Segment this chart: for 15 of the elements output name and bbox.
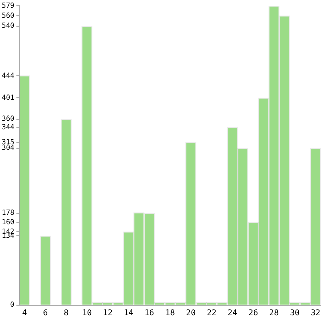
x-tick-label: 30 bbox=[290, 308, 300, 318]
x-tick-label: 4 bbox=[22, 308, 28, 318]
x-tick-label: 20 bbox=[186, 308, 196, 318]
x-tick-label: 8 bbox=[64, 308, 69, 318]
x-tick-label: 16 bbox=[144, 308, 155, 318]
x-tick-label: 18 bbox=[166, 308, 176, 318]
x-tick-label: 26 bbox=[248, 308, 258, 318]
x-tick-label: 22 bbox=[207, 308, 217, 318]
x-tick-label: 24 bbox=[228, 308, 238, 318]
x-tick-label: 10 bbox=[82, 308, 92, 318]
x-tick-label: 28 bbox=[269, 308, 280, 318]
x-tick-label: 6 bbox=[43, 308, 48, 318]
x-tick-label: 12 bbox=[103, 308, 113, 318]
x-tick-label: 14 bbox=[124, 308, 134, 318]
x-tick-label: 32 bbox=[310, 308, 321, 318]
